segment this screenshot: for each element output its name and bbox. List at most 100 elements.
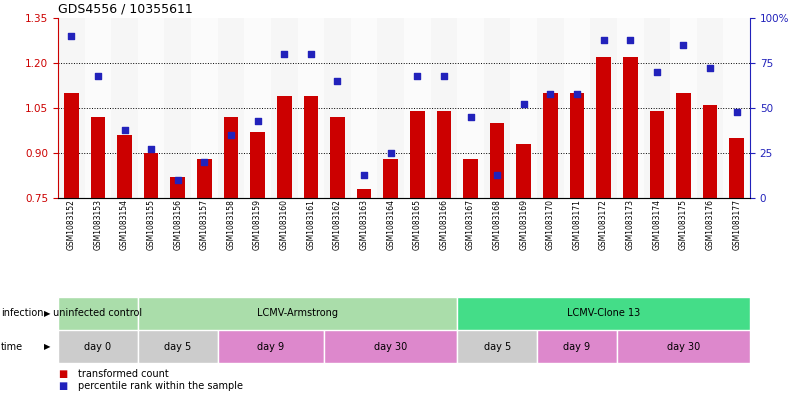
Bar	[516, 144, 531, 198]
Bar	[617, 330, 750, 363]
Bar	[676, 93, 691, 198]
Bar	[670, 18, 697, 198]
Bar	[590, 18, 617, 198]
Bar	[596, 57, 611, 198]
Bar	[703, 105, 718, 198]
Bar	[410, 111, 425, 198]
Text: ■: ■	[58, 369, 67, 379]
Bar	[138, 330, 218, 363]
Point	[703, 65, 716, 72]
Bar	[164, 18, 191, 198]
Point	[437, 72, 450, 79]
Bar	[324, 18, 351, 198]
Bar	[357, 189, 372, 198]
Bar	[377, 18, 404, 198]
Bar	[91, 117, 106, 198]
Bar	[138, 297, 457, 330]
Bar	[697, 18, 723, 198]
Text: ▶: ▶	[44, 342, 50, 351]
Point	[304, 51, 317, 57]
Bar	[224, 117, 238, 198]
Text: day 30: day 30	[667, 342, 700, 351]
Point	[411, 72, 424, 79]
Text: day 5: day 5	[484, 342, 511, 351]
Bar	[384, 159, 398, 198]
Bar	[537, 18, 564, 198]
Bar	[144, 153, 159, 198]
Point	[278, 51, 291, 57]
Point	[597, 37, 610, 43]
Bar	[324, 330, 457, 363]
Bar	[730, 138, 744, 198]
Bar	[64, 93, 79, 198]
Bar	[191, 18, 218, 198]
Point	[91, 72, 104, 79]
Text: day 5: day 5	[164, 342, 191, 351]
Bar	[197, 159, 212, 198]
Bar	[218, 330, 324, 363]
Point	[571, 90, 584, 97]
Bar	[723, 18, 750, 198]
Text: ■: ■	[58, 381, 67, 391]
Bar	[569, 93, 584, 198]
Point	[491, 171, 503, 178]
Point	[544, 90, 557, 97]
Bar	[245, 18, 271, 198]
Text: GDS4556 / 10355611: GDS4556 / 10355611	[58, 2, 193, 15]
Text: day 30: day 30	[374, 342, 407, 351]
Point	[358, 171, 371, 178]
Bar	[484, 18, 511, 198]
Text: day 9: day 9	[564, 342, 591, 351]
Bar	[171, 177, 185, 198]
Bar	[138, 18, 164, 198]
Bar	[437, 111, 451, 198]
Bar	[649, 111, 664, 198]
Bar	[271, 18, 298, 198]
Bar	[111, 18, 138, 198]
Text: uninfected control: uninfected control	[53, 309, 142, 318]
Bar	[58, 18, 85, 198]
Bar	[537, 330, 617, 363]
Bar	[457, 330, 537, 363]
Point	[145, 146, 157, 152]
Bar	[250, 132, 265, 198]
Bar	[617, 18, 644, 198]
Point	[464, 114, 477, 120]
Bar	[404, 18, 430, 198]
Point	[65, 33, 78, 39]
Bar	[430, 18, 457, 198]
Text: percentile rank within the sample: percentile rank within the sample	[78, 381, 243, 391]
Text: ▶: ▶	[44, 309, 50, 318]
Text: time: time	[1, 342, 23, 351]
Point	[225, 132, 237, 138]
Text: LCMV-Armstrong: LCMV-Armstrong	[257, 309, 338, 318]
Bar	[543, 93, 557, 198]
Bar	[298, 18, 324, 198]
Point	[172, 177, 184, 183]
Point	[730, 108, 743, 115]
Point	[624, 37, 637, 43]
Bar	[85, 18, 111, 198]
Bar	[58, 330, 138, 363]
Bar	[463, 159, 478, 198]
Bar	[277, 96, 291, 198]
Text: transformed count: transformed count	[78, 369, 168, 379]
Text: day 0: day 0	[84, 342, 111, 351]
Text: day 9: day 9	[257, 342, 284, 351]
Bar	[457, 297, 750, 330]
Bar	[330, 117, 345, 198]
Bar	[58, 297, 138, 330]
Bar	[218, 18, 245, 198]
Point	[518, 101, 530, 108]
Bar	[303, 96, 318, 198]
Bar	[490, 123, 504, 198]
Point	[198, 159, 210, 165]
Point	[650, 69, 663, 75]
Bar	[457, 18, 484, 198]
Text: infection: infection	[1, 309, 44, 318]
Bar	[351, 18, 377, 198]
Point	[331, 78, 344, 84]
Text: LCMV-Clone 13: LCMV-Clone 13	[567, 309, 640, 318]
Point	[118, 127, 131, 133]
Bar	[623, 57, 638, 198]
